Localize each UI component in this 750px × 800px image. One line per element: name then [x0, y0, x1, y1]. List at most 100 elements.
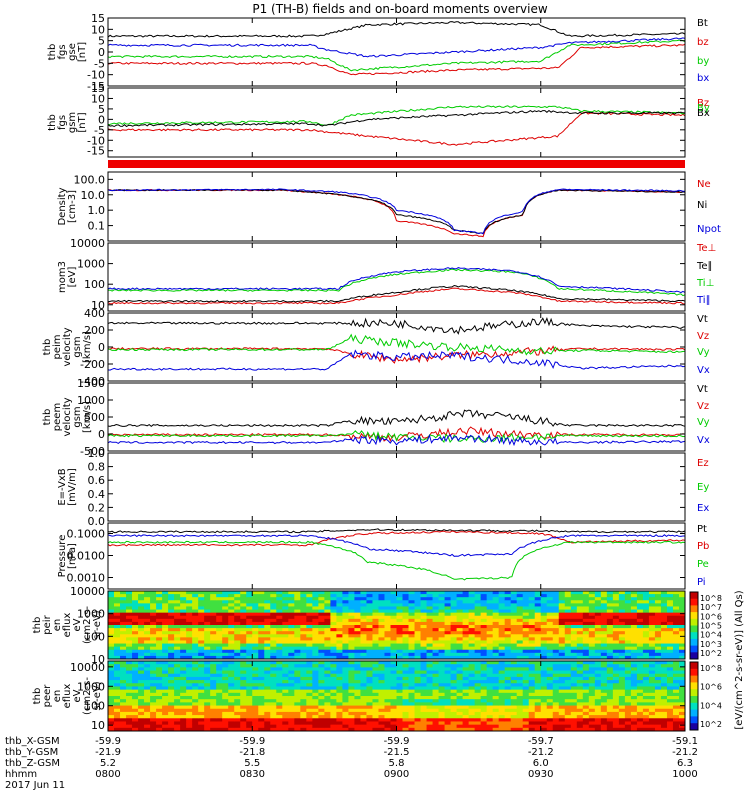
heatmap-cell — [666, 680, 674, 684]
heatmap-cell — [492, 646, 500, 651]
heatmap-cell — [210, 628, 217, 632]
heatmap-cell — [228, 606, 235, 610]
ytick-label: 0 — [98, 113, 105, 126]
heatmap-cell — [120, 603, 127, 607]
heatmap-cell — [378, 680, 385, 684]
heatmap-cell — [168, 670, 175, 675]
heatmap-cell — [564, 721, 572, 726]
heatmap-cell — [324, 618, 331, 623]
heatmap-cell — [216, 637, 223, 641]
series-line-Pi — [107, 534, 685, 557]
heatmap-cell — [384, 715, 391, 719]
heatmap-cell — [234, 724, 241, 729]
heatmap-cell — [234, 603, 241, 607]
heatmap-cell — [330, 699, 337, 703]
heatmap-cell — [156, 670, 163, 675]
heatmap-cell — [360, 702, 367, 706]
heatmap-cell — [588, 686, 596, 691]
heatmap-cell — [510, 724, 518, 729]
heatmap-cell — [426, 661, 433, 665]
heatmap-cell — [624, 634, 632, 638]
heatmap-cell — [126, 606, 133, 610]
heatmap-cell — [306, 673, 313, 678]
heatmap-cell — [174, 692, 181, 697]
heatmap-cell — [426, 606, 433, 610]
heatmap-cell — [666, 591, 674, 595]
heatmap-cell — [678, 692, 686, 697]
heatmap-cell — [156, 702, 163, 706]
heatmap-cell — [246, 631, 253, 635]
heatmap-cell — [138, 686, 145, 691]
heatmap-cell — [336, 615, 343, 620]
heatmap-cell — [426, 683, 433, 687]
heatmap-cell — [168, 727, 175, 732]
heatmap-cell — [570, 612, 578, 617]
heatmap-cell — [624, 615, 632, 620]
heatmap-cell — [378, 597, 385, 601]
heatmap-cell — [582, 643, 590, 648]
heatmap-cell — [306, 683, 313, 687]
heatmap-cell — [510, 692, 518, 697]
heatmap-cell — [192, 594, 199, 598]
heatmap-cell — [624, 667, 632, 671]
heatmap-cell — [264, 664, 271, 668]
heatmap-cell — [192, 683, 199, 687]
heatmap-cell — [462, 670, 470, 675]
heatmap-cell — [420, 631, 427, 635]
heatmap-cell — [330, 692, 337, 697]
heatmap-cell — [618, 680, 626, 684]
heatmap-cell — [558, 676, 566, 681]
heatmap-cell — [192, 696, 199, 700]
heatmap-cell — [396, 646, 403, 651]
heatmap-cell — [144, 600, 151, 604]
heatmap-cell — [570, 625, 578, 629]
heatmap-cell — [414, 721, 421, 726]
heatmap-cell — [630, 676, 638, 681]
heatmap-cell — [132, 664, 139, 668]
heatmap-cell — [204, 676, 211, 681]
heatmap-cell — [486, 673, 494, 678]
heatmap-cell — [372, 615, 379, 620]
heatmap-cell — [300, 643, 307, 648]
heatmap-cell — [504, 655, 512, 660]
heatmap-cell — [174, 727, 181, 732]
heatmap-cell — [438, 727, 445, 732]
heatmap-cell — [144, 699, 151, 703]
heatmap-cell — [378, 699, 385, 703]
heatmap-cell — [600, 591, 608, 595]
heatmap-cell — [660, 594, 668, 598]
heatmap-cell — [174, 702, 181, 706]
heatmap-cell — [354, 718, 361, 722]
ylabel-line: gse — [67, 43, 78, 61]
heatmap-cell — [204, 718, 211, 722]
ytick-label: 15 — [91, 82, 105, 95]
heatmap-cell — [108, 724, 115, 729]
heatmap-cell — [654, 640, 662, 644]
heatmap-cell — [450, 643, 457, 648]
heatmap-cell — [222, 628, 229, 632]
heatmap-cell — [486, 655, 494, 660]
heatmap-cell — [300, 637, 307, 641]
heatmap-cell — [534, 689, 542, 694]
heatmap-cell — [402, 646, 409, 651]
heatmap-cell — [414, 673, 421, 678]
heatmap-cell — [144, 628, 151, 632]
heatmap-cell — [654, 680, 662, 684]
heatmap-cell — [588, 673, 596, 678]
heatmap-cell — [402, 715, 409, 719]
heatmap-cell — [606, 600, 614, 604]
heatmap-cell — [348, 637, 355, 641]
heatmap-cell — [504, 727, 512, 732]
heatmap-cell — [384, 686, 391, 691]
heatmap-cell — [276, 676, 283, 681]
heatmap-cell — [408, 606, 415, 610]
heatmap-cell — [222, 652, 229, 657]
heatmap-cell — [636, 609, 644, 614]
heatmap-cell — [450, 718, 457, 722]
heatmap-cell — [540, 692, 548, 697]
heatmap-cell — [468, 696, 476, 700]
heatmap-cell — [528, 692, 536, 697]
heatmap-cell — [198, 724, 205, 729]
heatmap-cell — [246, 655, 253, 660]
heatmap-cell — [606, 673, 614, 678]
